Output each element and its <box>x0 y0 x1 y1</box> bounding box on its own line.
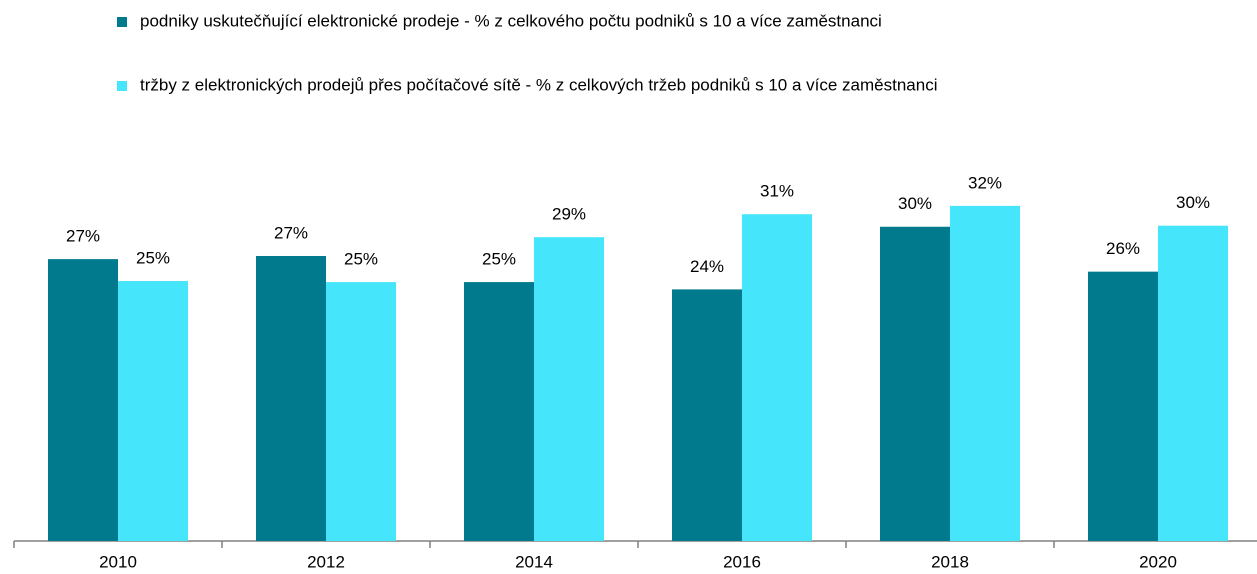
bar <box>1158 225 1228 541</box>
data-label: 30% <box>898 194 932 213</box>
bar <box>742 214 812 541</box>
bar <box>118 281 188 541</box>
data-label: 31% <box>760 182 794 201</box>
legend-label: tržby z elektronických prodejů přes počí… <box>140 75 937 94</box>
bar <box>950 205 1020 541</box>
legend-label: podniky uskutečňující elektronické prode… <box>140 11 882 30</box>
legend-swatch <box>117 17 127 27</box>
bar <box>880 226 950 542</box>
data-label: 24% <box>690 257 724 276</box>
bar <box>48 259 118 541</box>
data-label: 29% <box>552 205 586 224</box>
data-label: 30% <box>1176 193 1210 212</box>
x-tick-label: 2020 <box>1139 552 1177 571</box>
bar <box>534 237 604 542</box>
data-label: 26% <box>1106 239 1140 258</box>
bar <box>326 282 396 541</box>
x-tick-label: 2014 <box>515 552 553 571</box>
data-label: 25% <box>136 249 170 268</box>
bar <box>672 289 742 541</box>
x-tick-label: 2012 <box>307 552 345 571</box>
legend-swatch <box>117 81 127 91</box>
data-label: 25% <box>344 250 378 269</box>
x-tick-label: 2010 <box>99 552 137 571</box>
data-label: 25% <box>482 250 516 269</box>
bar <box>1088 271 1158 541</box>
data-label: 27% <box>66 227 100 246</box>
x-tick-label: 2016 <box>723 552 761 571</box>
data-label: 27% <box>274 223 308 242</box>
bar <box>464 282 534 541</box>
x-tick-label: 2018 <box>931 552 969 571</box>
bar <box>256 255 326 541</box>
data-label: 32% <box>968 173 1002 192</box>
